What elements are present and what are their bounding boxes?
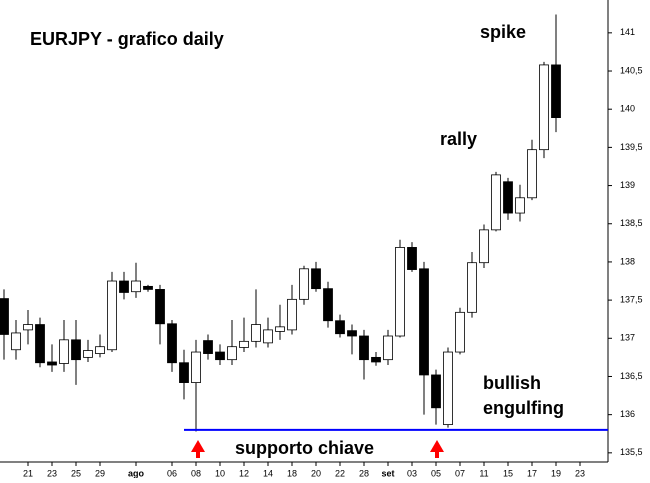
- candle-body: [263, 329, 273, 344]
- candle-body: [287, 298, 297, 331]
- y-tick-label: 140,5: [620, 65, 643, 75]
- x-tick-label: 28: [359, 468, 369, 478]
- x-tick-label: 11: [479, 468, 488, 478]
- x-tick-label: 14: [263, 468, 273, 478]
- candle-body: [407, 247, 417, 270]
- annotation: engulfing: [483, 398, 564, 418]
- x-tick-label: 17: [527, 468, 537, 478]
- x-tick-label: 18: [287, 468, 297, 478]
- annotation: supporto chiave: [235, 438, 374, 458]
- arrow: [435, 451, 439, 458]
- candle-body: [383, 335, 393, 361]
- candle-body: [539, 64, 549, 151]
- x-tick-label: 10: [215, 468, 225, 478]
- y-tick-label: 137,5: [620, 294, 643, 304]
- candle-body: [515, 197, 525, 214]
- y-tick-label: 138: [620, 256, 635, 266]
- candle-body: [143, 285, 153, 290]
- x-tick-label: 25: [71, 468, 81, 478]
- candle-body: [443, 351, 453, 425]
- x-tick-label: 07: [455, 468, 465, 478]
- candle-body: [359, 335, 369, 361]
- candle-body: [47, 361, 57, 366]
- candle-body: [311, 268, 321, 290]
- candle-body: [239, 340, 249, 348]
- y-tick-label: 138,5: [620, 218, 643, 228]
- candle-body: [23, 324, 33, 331]
- x-tick-label: 06: [167, 468, 177, 478]
- candle-body: [335, 320, 345, 335]
- candle-body: [71, 339, 81, 361]
- x-tick-label: 19: [551, 468, 561, 478]
- y-tick-label: 139,5: [620, 142, 643, 152]
- candle-body: [323, 288, 333, 322]
- candle-body: [527, 149, 537, 199]
- x-tick-label: 05: [431, 468, 441, 478]
- x-tick-label: 03: [407, 468, 417, 478]
- y-tick-label: 137: [620, 333, 635, 343]
- candle-body: [155, 289, 165, 325]
- x-tick-label: set: [381, 468, 394, 478]
- candle-body: [167, 323, 177, 364]
- annotation: rally: [440, 129, 477, 149]
- candle-body: [479, 229, 489, 264]
- annotation: spike: [480, 22, 526, 42]
- candle-body: [419, 268, 429, 376]
- candle-body: [551, 64, 561, 118]
- y-tick-label: 136: [620, 409, 635, 419]
- x-tick-label: 20: [311, 468, 321, 478]
- x-tick-label: 22: [335, 468, 345, 478]
- candle-body: [179, 362, 189, 383]
- candle-body: [347, 330, 357, 337]
- chart-title: EURJPY - grafico daily: [30, 29, 224, 49]
- x-tick-label: 29: [95, 468, 105, 478]
- x-tick-label: 12: [239, 468, 249, 478]
- candle-body: [227, 346, 237, 361]
- x-tick-label: 23: [47, 468, 57, 478]
- candle-body: [455, 311, 465, 353]
- candle-body: [275, 326, 285, 332]
- candle-body: [251, 324, 261, 342]
- candle-body: [11, 332, 21, 351]
- candle-body: [107, 280, 117, 351]
- y-tick-label: 135,5: [620, 447, 643, 457]
- candle-body: [299, 268, 309, 300]
- candle-body: [503, 181, 513, 214]
- candle-body: [59, 339, 69, 364]
- y-tick-label: 139: [620, 180, 635, 190]
- candle-body: [215, 351, 225, 361]
- annotation: bullish: [483, 373, 541, 393]
- candle-body: [395, 247, 405, 337]
- x-tick-label: ago: [128, 468, 145, 478]
- candle-body: [431, 374, 441, 409]
- y-tick-label: 136,5: [620, 371, 643, 381]
- y-tick-label: 141: [620, 27, 635, 37]
- x-tick-label: 08: [191, 468, 201, 478]
- candle-body: [0, 298, 9, 335]
- candle-body: [35, 324, 45, 364]
- x-tick-label: 15: [503, 468, 513, 478]
- candle-body: [203, 340, 213, 354]
- candle-body: [95, 346, 105, 354]
- candle-body: [371, 356, 381, 363]
- candle-body: [83, 350, 93, 358]
- candle-body: [119, 280, 129, 293]
- y-tick-label: 140: [620, 104, 635, 114]
- candle-body: [491, 174, 501, 231]
- candle-body: [467, 262, 477, 313]
- x-tick-label: 21: [23, 468, 33, 478]
- arrow: [196, 451, 200, 458]
- candle-body: [191, 351, 201, 383]
- x-tick-label: 23: [575, 468, 585, 478]
- candle-body: [131, 280, 141, 293]
